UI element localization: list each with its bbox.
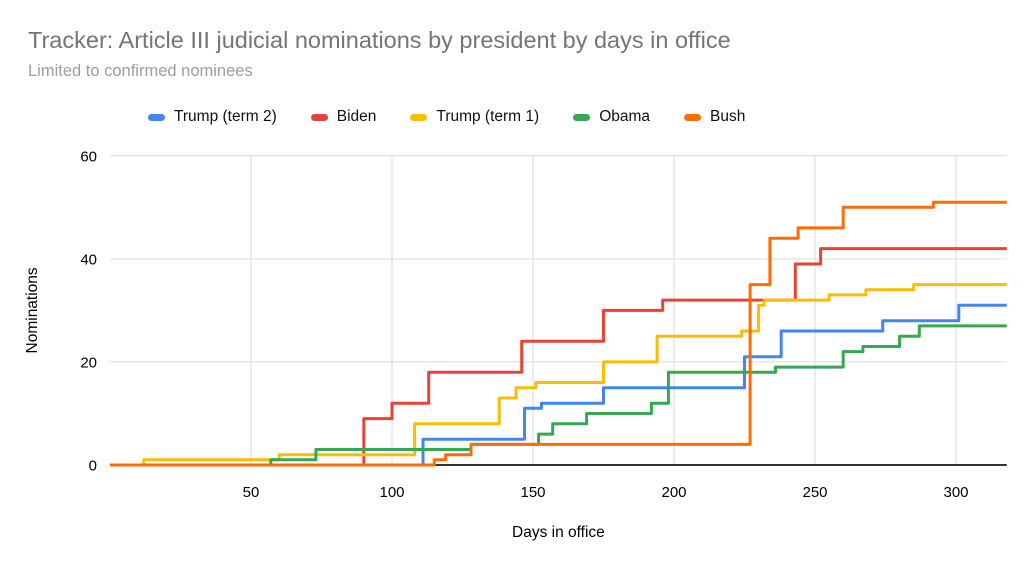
gridlines xyxy=(110,155,1007,465)
legend-swatch-trump-term-1 xyxy=(410,113,428,121)
y-tick-label-40: 40 xyxy=(80,251,97,268)
x-tick-label-250: 250 xyxy=(802,484,827,501)
series-line-trump-term-2 xyxy=(110,303,1007,467)
legend-item-trump-term-1: Trump (term 1) xyxy=(410,108,539,126)
x-tick-label-200: 200 xyxy=(661,484,686,501)
chart-subtitle: Limited to confirmed nominees xyxy=(28,62,253,80)
legend-swatch-trump-term-2 xyxy=(148,113,165,121)
legend-swatch-biden xyxy=(310,113,328,121)
x-tick-label-50: 50 xyxy=(243,484,260,501)
series-line-biden xyxy=(110,247,1007,467)
legend-label-biden: Biden xyxy=(336,108,377,125)
series-line-obama xyxy=(110,324,1007,467)
legend-item-biden: Biden xyxy=(310,108,377,126)
y-axis-title: Nominations xyxy=(24,267,41,353)
legend-label-trump-term-2: Trump (term 2) xyxy=(174,108,277,125)
series-line-bush xyxy=(110,200,1007,467)
legend-item-obama: Obama xyxy=(573,108,650,126)
legend-swatch-bush xyxy=(684,113,702,121)
x-axis-title: Days in office xyxy=(512,524,605,541)
tick-labels: 0 20 40 60 50 100 150 200 250 300 xyxy=(80,148,968,501)
x-tick-label-300: 300 xyxy=(943,484,968,501)
legend-label-bush: Bush xyxy=(710,108,746,125)
legend-item-trump-term-2: Trump (term 2) xyxy=(148,108,277,126)
series-lines xyxy=(110,200,1007,467)
series-line-trump-term-1 xyxy=(110,283,1007,467)
x-tick-label-150: 150 xyxy=(520,484,545,501)
y-tick-label-0: 0 xyxy=(89,458,97,475)
x-tick-label-100: 100 xyxy=(379,484,404,501)
legend-item-bush: Bush xyxy=(684,108,745,126)
chart-title: Tracker: Article III judicial nomination… xyxy=(28,27,731,53)
legend-label-trump-term-1: Trump (term 1) xyxy=(436,108,540,125)
legend-swatch-obama xyxy=(573,113,591,121)
legend-label-obama: Obama xyxy=(599,108,651,125)
legend: Trump (term 2) Biden Trump (term 1) Obama Bu… xyxy=(148,106,745,128)
y-tick-label-20: 20 xyxy=(80,354,97,371)
y-tick-label-60: 60 xyxy=(80,148,97,165)
